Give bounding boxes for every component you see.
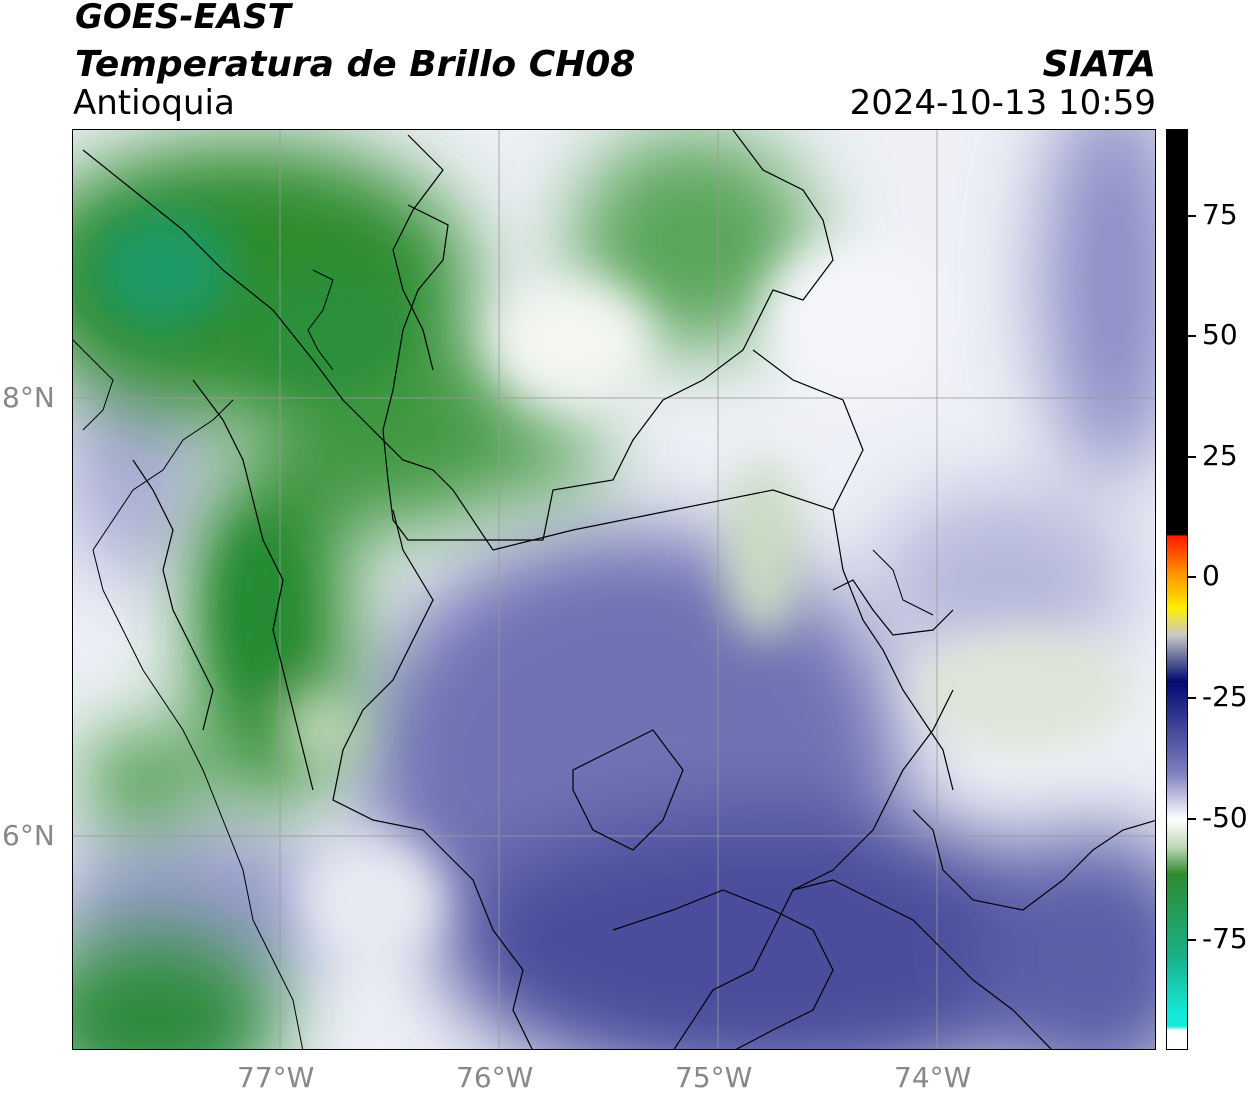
colorbar-label-minus25: -25 [1202, 680, 1248, 713]
colorbar-tick [1188, 335, 1196, 337]
colorbar-tick [1188, 215, 1196, 217]
colorbar-label-minus50: -50 [1202, 801, 1248, 834]
map-svg [73, 130, 1155, 1049]
lon-label-74w: 74°W [894, 1061, 972, 1094]
lon-label-75w: 75°W [675, 1061, 753, 1094]
department-boundaries [82, 130, 1155, 1049]
lat-label-6n: 6°N [2, 819, 55, 852]
organization-label: SIATA [1042, 44, 1156, 85]
colorbar-label-50: 50 [1202, 318, 1238, 351]
lon-label-76w: 76°W [456, 1061, 534, 1094]
timestamp-label: 2024-10-13 10:59 [849, 83, 1156, 123]
satellite-title: GOES-EAST [75, 0, 291, 37]
colorbar-tick [1188, 576, 1196, 578]
colorbar-label-0: 0 [1202, 559, 1220, 592]
product-title: Temperatura de Brillo CH08 [75, 44, 636, 85]
coastline [73, 269, 334, 1049]
graticule [73, 130, 1155, 1049]
map-area[interactable] [72, 129, 1156, 1050]
colorbar-tick [1188, 818, 1196, 820]
region-subtitle: Antioquia [73, 83, 235, 123]
lon-label-77w: 77°W [237, 1061, 315, 1094]
colorbar-tick [1188, 456, 1196, 458]
colorbar-gradient [1167, 130, 1187, 1049]
river-boundary [872, 549, 934, 616]
colorbar [1166, 129, 1188, 1050]
colorbar-tick [1188, 697, 1196, 699]
colorbar-label-25: 25 [1202, 439, 1238, 472]
colorbar-tick [1188, 939, 1196, 941]
lat-label-8n: 8°N [2, 381, 55, 414]
cold-cloud-regions [73, 130, 1155, 1049]
colorbar-label-75: 75 [1202, 198, 1238, 231]
colorbar-label-minus75: -75 [1202, 922, 1248, 955]
